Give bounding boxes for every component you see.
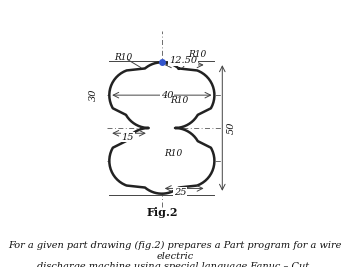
Text: Fig.2: Fig.2: [146, 207, 177, 218]
Text: 15: 15: [121, 133, 134, 142]
Text: 40: 40: [161, 91, 173, 100]
Text: 50: 50: [227, 122, 236, 134]
Polygon shape: [109, 62, 215, 194]
Text: R10: R10: [114, 53, 133, 62]
Text: R10: R10: [170, 96, 188, 105]
Text: For a given part drawing (fig.2) prepares a Part program for a wire electric
dis: For a given part drawing (fig.2) prepare…: [8, 241, 342, 267]
Text: R10: R10: [188, 50, 206, 59]
Text: R10: R10: [164, 148, 183, 158]
Text: 12.50: 12.50: [169, 57, 197, 65]
Text: 30: 30: [89, 89, 98, 101]
Text: 25: 25: [174, 188, 187, 197]
